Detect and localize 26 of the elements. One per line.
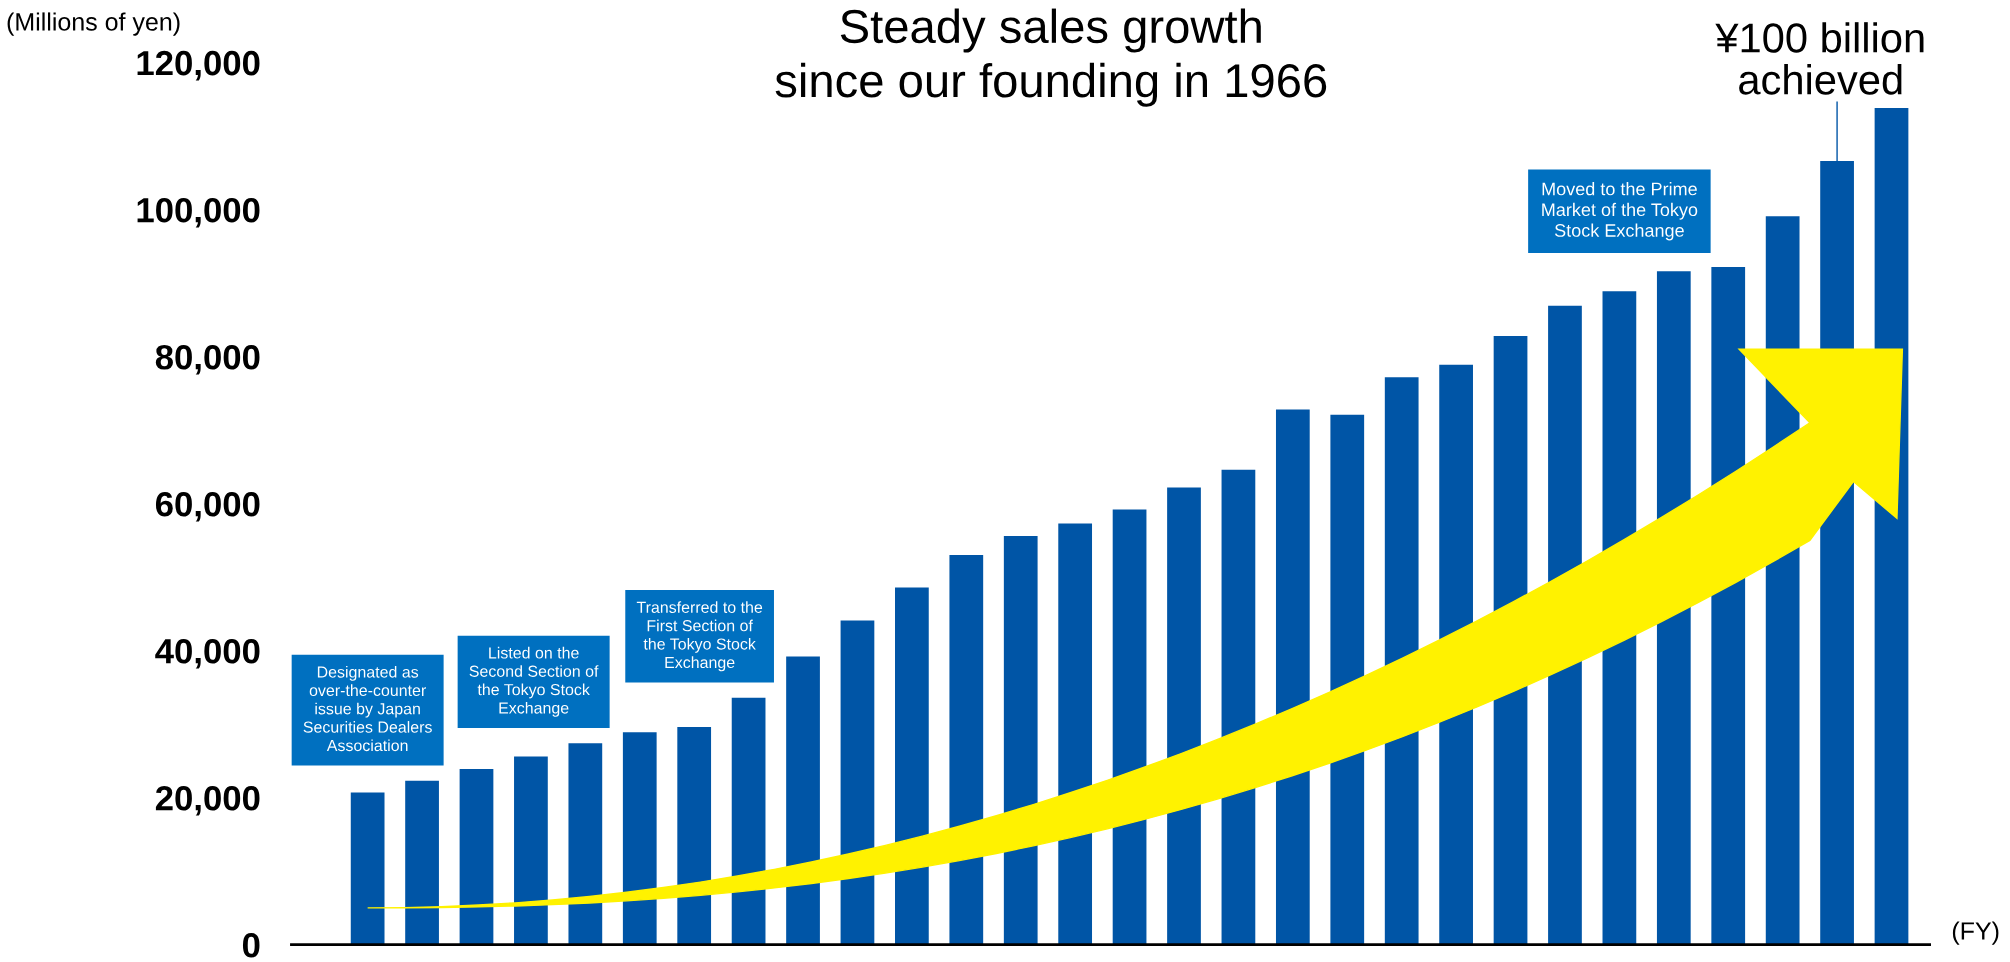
y-tick-label: 40,000 xyxy=(155,638,260,669)
bar xyxy=(731,697,766,945)
annotation: Listed on the Second Section of the Tokyo Stock Exchange xyxy=(469,646,599,717)
annotation: Designated as over-the-counter issue by Japan Securities Dealers Association xyxy=(303,665,432,752)
bar xyxy=(622,732,657,945)
bar xyxy=(786,656,820,945)
chart-title: Steady sales growth since our founding in 1966 xyxy=(775,8,1327,107)
y-axis-title: (Millions of yen) xyxy=(7,12,180,36)
y-tick-label: 60,000 xyxy=(155,491,260,522)
bar xyxy=(350,792,385,945)
y-tick-label: 120,000 xyxy=(137,50,260,81)
bar xyxy=(459,768,494,945)
bar xyxy=(514,756,548,945)
bar xyxy=(949,555,984,945)
bar xyxy=(677,727,712,945)
bar xyxy=(405,780,439,945)
annotation: Transferred to the First Section of the Tokyo Stock Exchange xyxy=(636,601,763,672)
annotation: ¥100 billion achieved xyxy=(1715,22,1924,95)
y-tick-label: 20,000 xyxy=(155,785,260,816)
y-tick-label: 100,000 xyxy=(137,197,260,228)
x-axis-title: (FY) xyxy=(1952,921,1999,945)
y-tick-label: 80,000 xyxy=(155,344,260,375)
bar xyxy=(895,587,929,945)
annotation: Moved to the Prime Market of the Tokyo Stock Exchange xyxy=(1542,182,1698,241)
bar xyxy=(568,743,603,945)
y-tick-label: 0 xyxy=(242,933,260,958)
